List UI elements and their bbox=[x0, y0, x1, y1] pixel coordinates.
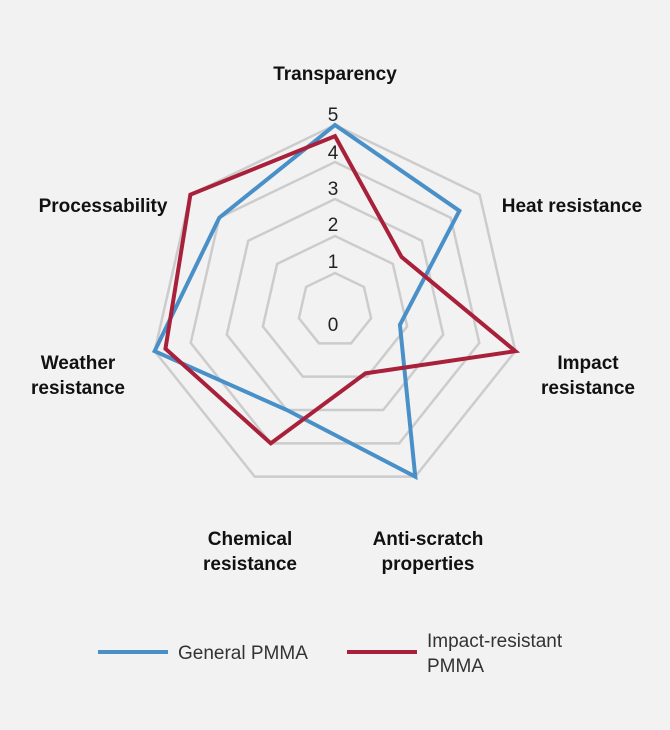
axis-label-5: Weather resistance bbox=[31, 353, 125, 399]
grid-ring-4 bbox=[189, 160, 481, 445]
series-line-1 bbox=[163, 133, 521, 446]
axis-label-2: Impact resistance bbox=[541, 353, 635, 399]
series-line-0 bbox=[151, 122, 462, 481]
axis-label-0: Transparency bbox=[273, 64, 397, 85]
tick-label-3: 3 bbox=[328, 179, 339, 200]
grid-ring-1 bbox=[297, 271, 373, 345]
tick-label-5: 5 bbox=[328, 105, 339, 126]
legend-label-1: Impact-resistant PMMA bbox=[427, 631, 563, 677]
grid-ring-3 bbox=[225, 197, 445, 412]
legend-label-0: General PMMA bbox=[178, 643, 308, 664]
radar-grid bbox=[153, 123, 517, 478]
radar-axis-labels: Transparency Heat resistance Impact resista… bbox=[31, 64, 642, 575]
grid-ring-2 bbox=[261, 234, 409, 378]
axis-label-4: Chemical resistance bbox=[203, 529, 297, 575]
tick-label-2: 2 bbox=[328, 215, 339, 236]
axis-label-1: Heat resistance bbox=[502, 196, 642, 217]
tick-label-1: 1 bbox=[328, 252, 339, 273]
radar-series bbox=[151, 122, 521, 481]
tick-label-0: 0 bbox=[328, 315, 339, 336]
axis-label-6: Processability bbox=[39, 196, 168, 217]
grid-ring-5 bbox=[153, 123, 517, 478]
tick-label-4: 4 bbox=[328, 143, 339, 164]
radar-tick-labels: 0 1 2 3 4 5 bbox=[328, 105, 339, 336]
axis-label-3: Anti-scratch properties bbox=[373, 529, 484, 575]
chart-legend: General PMMA Impact-resistant PMMA bbox=[98, 631, 563, 677]
